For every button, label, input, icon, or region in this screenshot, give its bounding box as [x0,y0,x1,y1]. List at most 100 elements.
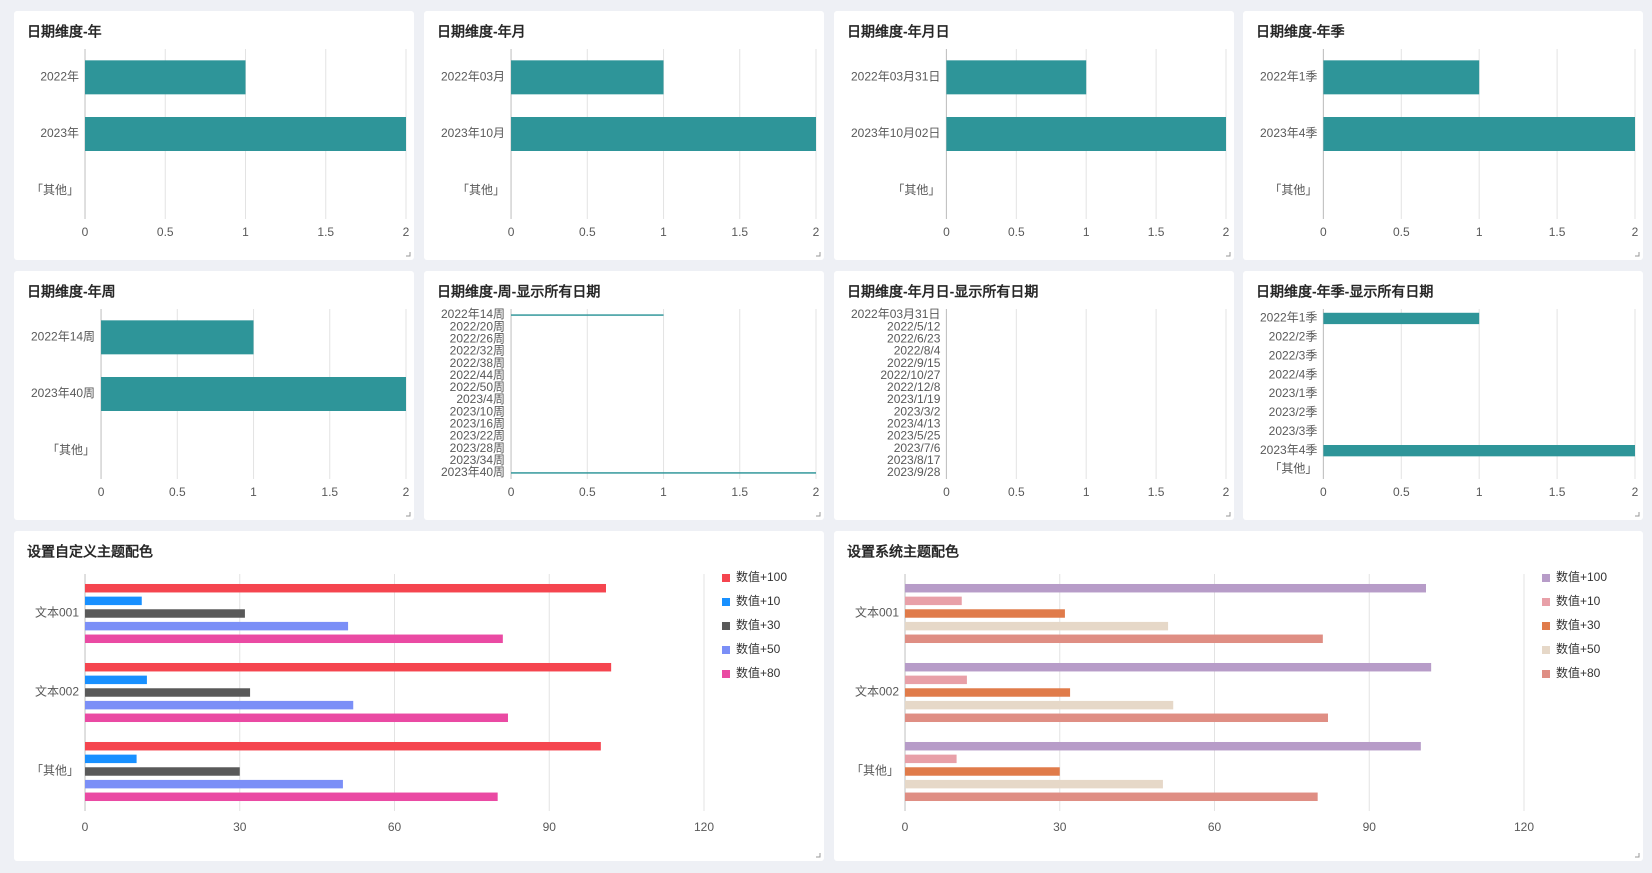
bar [85,583,606,593]
bar [905,675,967,685]
bar [905,754,957,764]
bar [85,609,245,618]
y-tick-label: 2023/1/19 [887,392,941,406]
panel [834,271,1234,520]
y-tick-label: 「其他」 [31,183,79,197]
x-tick-label: 1.5 [1148,225,1165,239]
y-tick-label: 2023年4季 [1260,126,1317,140]
legend-swatch [722,670,730,678]
y-tick-label: 2022年1季 [1260,311,1317,325]
bar [1323,60,1480,95]
x-tick-label: 0 [508,225,515,239]
chart-panel: 日期维度-年 2022年 2023年「其他」 0 0.5 1 1.5 2 [14,11,414,260]
y-tick-label: 2022年14周 [441,307,505,321]
bar [1323,445,1635,457]
x-tick-label: 0 [82,225,89,239]
x-tick-label: 2 [1223,485,1230,499]
y-tick-label: 2023/34周 [450,453,505,467]
y-tick-label: 2023年4季 [1260,443,1317,457]
x-tick-label: 1 [242,225,249,239]
x-tick-label: 0 [1320,485,1327,499]
y-tick-label: 「其他」 [892,183,940,197]
legend-swatch [722,574,730,582]
x-tick-label: 0 [1320,225,1327,239]
bar [905,609,1065,618]
bar [85,779,343,789]
bar [85,117,406,151]
x-tick-label: 30 [1053,820,1067,834]
x-tick-label: 1 [1476,225,1483,239]
bar [101,320,254,355]
legend-swatch [722,622,730,630]
y-tick-label: 「其他」 [1269,462,1317,476]
legend-swatch [1542,646,1550,654]
bar [1323,117,1635,151]
bar [905,700,1174,710]
y-tick-label: 「其他」 [457,183,505,197]
x-tick-label: 1.5 [321,485,338,499]
y-tick-label: 「其他」 [1269,183,1317,197]
y-tick-label: 2023年40周 [441,465,505,479]
y-tick-label: 2022/26周 [450,332,505,346]
panel [424,271,824,520]
resize-handle [816,252,821,257]
chart-title: 日期维度-年月 [437,24,526,40]
x-tick-label: 0.5 [579,225,596,239]
x-tick-label: 0 [902,820,909,834]
y-tick-label: 2023/22周 [450,429,505,443]
x-tick-label: 0.5 [1008,485,1025,499]
bar [511,117,816,151]
y-tick-label: 2023/28周 [450,441,505,455]
legend-label: 数值+80 [1556,665,1601,680]
x-tick-label: 2 [1632,485,1639,499]
x-tick-label: 2 [813,485,820,499]
y-tick-label: 2023年40周 [31,386,95,400]
x-tick-label: 30 [233,820,247,834]
bar [85,60,246,95]
y-tick-label: 2023/10周 [450,404,505,418]
chart-panel: 日期维度-周-显示所有日期2022年14周2022/20周2022/26周202… [424,271,824,520]
y-tick-label: 2022/38周 [450,356,505,370]
legend-label: 数值+10 [1556,593,1601,608]
chart-title: 日期维度-周-显示所有日期 [437,284,600,300]
bar [85,621,349,631]
y-tick-label: 2022/50周 [450,380,505,394]
bar [85,792,498,802]
y-tick-label: 2022/10/27 [880,368,940,382]
bar [85,754,137,764]
chart-panel: 日期维度-年周 2022年14周 2023年40周「其他」 0 0.5 1 1.5 2 [14,271,414,520]
x-tick-label: 90 [543,820,557,834]
y-tick-label: 2023/5/25 [887,429,941,443]
bar [946,117,1226,151]
x-tick-label: 0 [943,485,950,499]
legend-label: 数值+30 [736,617,781,632]
bar [511,60,664,95]
x-tick-label: 2 [1223,225,1230,239]
bar [905,621,1169,631]
x-tick-label: 1.5 [1549,485,1566,499]
x-tick-label: 0.5 [579,485,596,499]
y-tick-label: 2022/2季 [1269,330,1318,344]
legend-swatch [1542,670,1550,678]
x-tick-label: 90 [1363,820,1377,834]
chart-title: 日期维度-年周 [27,284,116,300]
x-tick-label: 0 [943,225,950,239]
resize-handle [1226,512,1231,517]
bar [85,596,142,606]
x-tick-label: 0.5 [1393,485,1410,499]
x-tick-label: 1 [250,485,257,499]
y-tick-label: 2023/9/28 [887,465,941,479]
bar [85,634,503,644]
legend-label: 数值+100 [1556,569,1607,584]
x-tick-label: 120 [694,820,714,834]
y-tick-label: 文本002 [35,684,79,699]
y-tick-label: 2022/32周 [450,344,505,358]
x-tick-label: 2 [403,485,410,499]
bar [905,688,1071,697]
bar [85,713,508,723]
y-tick-label: 2022年03月31日 [851,70,940,84]
chart-title: 日期维度-年 [27,24,102,40]
resize-handle [1635,252,1640,257]
bar [905,713,1328,723]
y-tick-label: 2023/3季 [1269,424,1318,438]
